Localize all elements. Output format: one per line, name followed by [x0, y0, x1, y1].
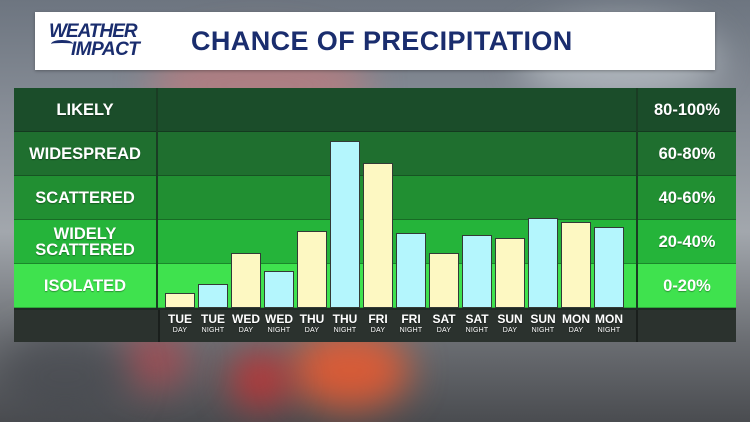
bar-thu-day [297, 231, 327, 308]
header-banner: WEATHER IMPACT CHANCE OF PRECIPITATION [35, 12, 715, 70]
x-tick-period: NIGHT [465, 327, 489, 334]
band-range: 80-100% [636, 88, 736, 132]
logo-line2: IMPACT [71, 39, 140, 60]
x-axis-divider [158, 310, 160, 342]
logo-swoosh-icon [51, 40, 73, 48]
x-tick-period: NIGHT [333, 327, 357, 334]
x-tick-day: TUE [201, 312, 225, 326]
x-tick-period: DAY [172, 327, 188, 334]
bar-wed-day [231, 253, 261, 308]
x-axis-label-row [14, 310, 736, 342]
x-tick-day: THU [332, 312, 358, 326]
x-axis-divider [636, 310, 638, 342]
x-tick-label: WED NIGHT [263, 312, 295, 336]
page-title: CHANCE OF PRECIPITATION [191, 25, 573, 56]
x-tick-period: DAY [502, 327, 518, 334]
background-light-blur [0, 330, 130, 422]
x-tick-label: SUN NIGHT [527, 312, 559, 336]
band-range: 20-40% [636, 220, 736, 264]
background-light-blur [230, 350, 290, 410]
band-row: LIKELY 80-100% [14, 88, 736, 132]
x-tick-label: FRI DAY [362, 312, 394, 336]
band-label: ISOLATED [14, 264, 158, 308]
x-tick-day: THU [299, 312, 325, 326]
x-tick-label: MON DAY [560, 312, 592, 336]
band-label: WIDESPREAD [14, 132, 158, 176]
bar-thu-night [330, 140, 360, 308]
x-tick-period: DAY [436, 327, 452, 334]
bar-tue-day [165, 292, 195, 308]
bar-mon-night [594, 226, 624, 308]
x-tick-day: SUN [530, 312, 556, 326]
x-tick-label: TUE NIGHT [197, 312, 229, 336]
x-tick-period: DAY [238, 327, 254, 334]
x-tick-period: NIGHT [267, 327, 291, 334]
x-tick-label: THU DAY [296, 312, 328, 336]
x-tick-period: DAY [568, 327, 584, 334]
x-tick-label: THU NIGHT [329, 312, 361, 336]
x-tick-day: TUE [168, 312, 192, 326]
x-tick-label: SUN DAY [494, 312, 526, 336]
x-tick-day: FRI [368, 312, 388, 326]
x-tick-period: NIGHT [399, 327, 423, 334]
bar-wed-night [264, 270, 294, 308]
bar-sun-day [495, 237, 525, 308]
x-tick-day: MON [595, 312, 623, 326]
x-tick-label: FRI NIGHT [395, 312, 427, 336]
bar-fri-day [363, 162, 393, 308]
bar-tue-night [198, 283, 228, 308]
band-range: 40-60% [636, 176, 736, 220]
bar-sat-day [429, 253, 459, 308]
x-tick-day: SAT [465, 312, 489, 326]
precipitation-chart: ISOLATED 0-20% WIDELY SCATTERED 20-40% SCATT… [14, 88, 736, 342]
bar-sat-night [462, 235, 492, 308]
band-range: 0-20% [636, 264, 736, 308]
x-tick-period: NIGHT [597, 327, 621, 334]
band-row: WIDESPREAD 60-80% [14, 132, 736, 176]
x-tick-period: NIGHT [201, 327, 225, 334]
bar-sun-night [528, 217, 558, 308]
x-tick-day: WED [265, 312, 293, 326]
x-tick-day: MON [562, 312, 590, 326]
x-tick-day: FRI [401, 312, 421, 326]
bar-fri-night [396, 233, 426, 308]
background-light-blur [290, 330, 410, 410]
x-tick-day: WED [232, 312, 260, 326]
x-tick-period: DAY [304, 327, 320, 334]
band-range: 60-80% [636, 132, 736, 176]
x-tick-day: SUN [497, 312, 523, 326]
x-tick-label: SAT DAY [428, 312, 460, 336]
x-tick-day: SAT [432, 312, 456, 326]
x-tick-period: DAY [370, 327, 386, 334]
logo-line1: WEATHER [49, 21, 138, 42]
x-tick-label: SAT NIGHT [461, 312, 493, 336]
x-tick-label: TUE DAY [164, 312, 196, 336]
bar-mon-day [561, 222, 591, 308]
band-label: WIDELY SCATTERED [14, 220, 158, 264]
x-tick-period: NIGHT [531, 327, 555, 334]
x-tick-label: WED DAY [230, 312, 262, 336]
band-label: LIKELY [14, 88, 158, 132]
weather-impact-logo: WEATHER IMPACT [49, 12, 177, 70]
band-label: SCATTERED [14, 176, 158, 220]
x-tick-label: MON NIGHT [593, 312, 625, 336]
